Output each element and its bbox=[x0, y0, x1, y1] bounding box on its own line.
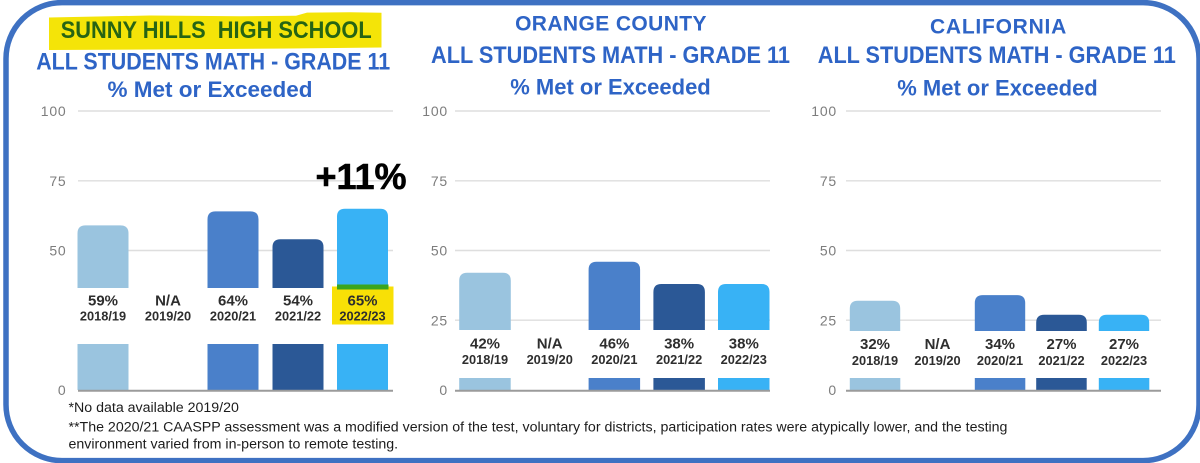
svg-text:ALL STUDENTS MATH - GRADE 11: ALL STUDENTS MATH - GRADE 11 bbox=[818, 42, 1176, 69]
svg-text:25: 25 bbox=[431, 312, 448, 328]
svg-text:2021/22: 2021/22 bbox=[275, 308, 321, 323]
svg-text:59%: 59% bbox=[88, 292, 118, 309]
svg-text:38%: 38% bbox=[729, 335, 759, 352]
svg-text:2019/20: 2019/20 bbox=[527, 352, 573, 367]
svg-text:2020/21: 2020/21 bbox=[977, 353, 1023, 368]
svg-text:SUNNY HILLS HIGH SCHOOL: SUNNY HILLS HIGH SCHOOL bbox=[61, 17, 372, 44]
svg-text:ALL STUDENTS MATH - GRADE 11: ALL STUDENTS MATH - GRADE 11 bbox=[431, 42, 790, 69]
svg-text:32%: 32% bbox=[860, 336, 890, 353]
svg-text:% Met or Exceeded: % Met or Exceeded bbox=[897, 75, 1098, 100]
svg-text:2019/20: 2019/20 bbox=[145, 308, 191, 323]
svg-text:2022/23: 2022/23 bbox=[339, 308, 385, 323]
svg-text:ALL STUDENTS MATH - GRADE 11: ALL STUDENTS MATH - GRADE 11 bbox=[36, 49, 390, 76]
svg-text:100: 100 bbox=[422, 103, 448, 119]
svg-text:CALIFORNIA: CALIFORNIA bbox=[930, 15, 1067, 38]
svg-text:50: 50 bbox=[431, 243, 448, 259]
svg-text:% Met or Exceeded: % Met or Exceeded bbox=[107, 77, 312, 102]
svg-text:% Met or Exceeded: % Met or Exceeded bbox=[510, 75, 711, 100]
svg-text:**The 2020/21 CAASPP assessmen: **The 2020/21 CAASPP assessment was a mo… bbox=[69, 420, 1008, 436]
svg-text:N/A: N/A bbox=[155, 292, 181, 309]
svg-text:2018/19: 2018/19 bbox=[462, 352, 508, 367]
svg-text:54%: 54% bbox=[283, 292, 313, 309]
svg-text:N/A: N/A bbox=[925, 336, 951, 353]
svg-text:2022/23: 2022/23 bbox=[1101, 353, 1147, 368]
svg-text:64%: 64% bbox=[218, 292, 248, 309]
svg-text:+11%: +11% bbox=[315, 156, 406, 197]
svg-text:25: 25 bbox=[820, 312, 837, 328]
svg-text:46%: 46% bbox=[599, 335, 629, 352]
svg-text:27%: 27% bbox=[1046, 336, 1076, 353]
svg-text:N/A: N/A bbox=[537, 335, 563, 352]
svg-text:0: 0 bbox=[58, 382, 67, 398]
svg-text:2018/19: 2018/19 bbox=[80, 308, 126, 323]
svg-text:2021/22: 2021/22 bbox=[656, 352, 702, 367]
svg-text:27%: 27% bbox=[1109, 336, 1139, 353]
svg-text:50: 50 bbox=[49, 243, 66, 259]
svg-text:2019/20: 2019/20 bbox=[914, 353, 960, 368]
svg-text:50: 50 bbox=[820, 243, 837, 259]
svg-text:0: 0 bbox=[439, 382, 448, 398]
svg-text:environment varied from in-per: environment varied from in-person to rem… bbox=[69, 436, 399, 452]
svg-text:100: 100 bbox=[41, 103, 67, 119]
svg-text:2020/21: 2020/21 bbox=[210, 308, 256, 323]
svg-text:ORANGE COUNTY: ORANGE COUNTY bbox=[515, 13, 707, 36]
svg-text:34%: 34% bbox=[985, 336, 1015, 353]
svg-text:2020/21: 2020/21 bbox=[591, 352, 637, 367]
svg-text:75: 75 bbox=[431, 173, 448, 189]
svg-text:2018/19: 2018/19 bbox=[852, 353, 898, 368]
svg-text:100: 100 bbox=[811, 103, 837, 119]
svg-text:42%: 42% bbox=[470, 335, 500, 352]
svg-text:2022/23: 2022/23 bbox=[721, 352, 767, 367]
svg-text:75: 75 bbox=[820, 173, 837, 189]
svg-text:65%: 65% bbox=[347, 292, 377, 309]
svg-text:*No data available 2019/20: *No data available 2019/20 bbox=[69, 400, 239, 416]
svg-text:38%: 38% bbox=[664, 335, 694, 352]
svg-text:2021/22: 2021/22 bbox=[1038, 353, 1084, 368]
svg-text:0: 0 bbox=[828, 382, 837, 398]
svg-text:75: 75 bbox=[49, 173, 66, 189]
